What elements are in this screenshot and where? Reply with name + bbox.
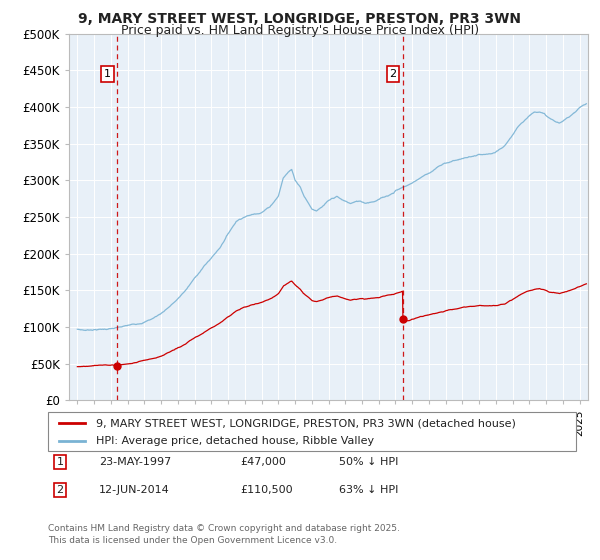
FancyBboxPatch shape: [48, 412, 576, 451]
Text: 1: 1: [104, 69, 111, 79]
Text: 12-JUN-2014: 12-JUN-2014: [99, 485, 170, 495]
Text: Price paid vs. HM Land Registry's House Price Index (HPI): Price paid vs. HM Land Registry's House …: [121, 24, 479, 36]
Text: 2: 2: [389, 69, 397, 79]
Text: 23-MAY-1997: 23-MAY-1997: [99, 457, 171, 467]
Text: 9, MARY STREET WEST, LONGRIDGE, PRESTON, PR3 3WN (detached house): 9, MARY STREET WEST, LONGRIDGE, PRESTON,…: [95, 418, 515, 428]
Text: 50% ↓ HPI: 50% ↓ HPI: [339, 457, 398, 467]
Text: 63% ↓ HPI: 63% ↓ HPI: [339, 485, 398, 495]
Text: HPI: Average price, detached house, Ribble Valley: HPI: Average price, detached house, Ribb…: [95, 436, 374, 446]
Text: 2: 2: [56, 485, 64, 495]
Text: £110,500: £110,500: [240, 485, 293, 495]
Text: Contains HM Land Registry data © Crown copyright and database right 2025.
This d: Contains HM Land Registry data © Crown c…: [48, 524, 400, 545]
Text: 9, MARY STREET WEST, LONGRIDGE, PRESTON, PR3 3WN: 9, MARY STREET WEST, LONGRIDGE, PRESTON,…: [79, 12, 521, 26]
Text: £47,000: £47,000: [240, 457, 286, 467]
Text: 1: 1: [56, 457, 64, 467]
